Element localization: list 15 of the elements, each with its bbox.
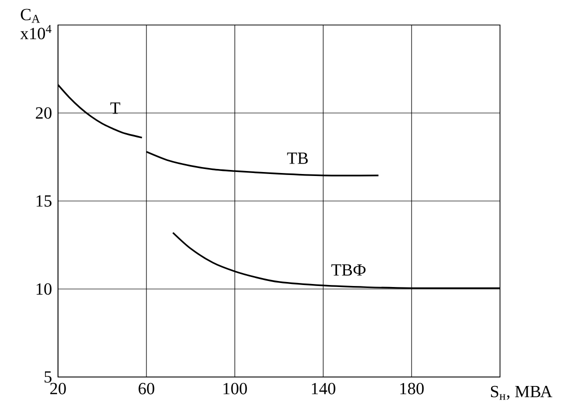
series-label: Т: [110, 102, 120, 114]
x-tick-label: 180: [400, 382, 424, 394]
x-tick-label: 20: [50, 382, 66, 394]
x-tick-label: 60: [138, 382, 154, 394]
x-tick-label: 140: [312, 382, 336, 394]
x-axis-title: S$_{н}$, МВА: [491, 386, 552, 400]
y-tick-label: 10: [36, 283, 52, 295]
x-tick-label: 100: [224, 382, 247, 394]
series-label: ТВФ: [331, 264, 366, 276]
y-axis-title: C$_{А}$ x10$^{4}$: [20, 8, 52, 40]
series-label: ТВ: [287, 152, 308, 164]
y-tick-label: 5: [44, 371, 52, 383]
y-tick-label: 20: [36, 107, 52, 119]
y-tick-label: 15: [36, 195, 52, 207]
line-series: [146, 150, 380, 176]
